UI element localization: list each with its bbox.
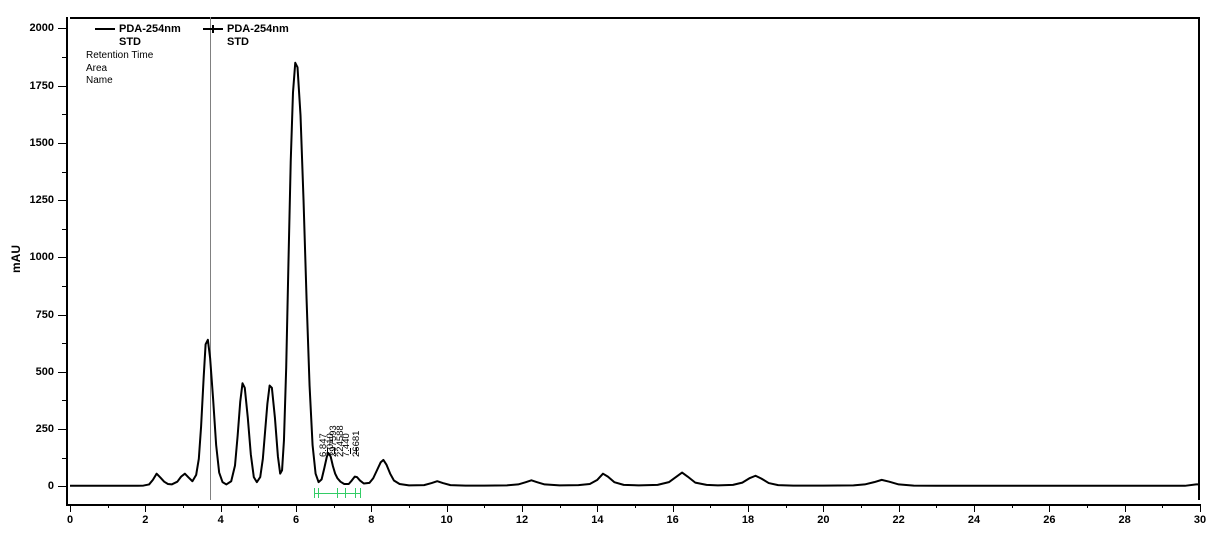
y-tick-major	[58, 429, 66, 430]
x-tick-major	[1049, 504, 1050, 512]
x-tick-minor	[710, 504, 711, 508]
y-tick-major	[58, 315, 66, 316]
x-tick-label: 14	[591, 514, 603, 526]
legend-entry-2: PDA-254nm STD	[203, 23, 289, 48]
y-tick-minor	[62, 400, 66, 401]
x-tick-major	[296, 504, 297, 512]
x-tick-major	[522, 504, 523, 512]
y-tick-minor	[62, 286, 66, 287]
y-tick-minor	[62, 343, 66, 344]
x-tick-minor	[560, 504, 561, 508]
y-tick-label: 750	[20, 309, 54, 321]
y-tick-label: 1250	[20, 194, 54, 206]
x-tick-major	[447, 504, 448, 512]
x-tick-label: 6	[293, 514, 299, 526]
x-tick-label: 20	[817, 514, 829, 526]
x-tick-minor	[108, 504, 109, 508]
y-tick-major	[58, 486, 66, 487]
x-tick-label: 26	[1043, 514, 1055, 526]
x-tick-label: 16	[667, 514, 679, 526]
y-tick-minor	[62, 114, 66, 115]
chromatogram-container: mAU PDA-254nm STD PDA-254nm STD Retentio…	[0, 0, 1217, 544]
y-tick-major	[58, 143, 66, 144]
x-tick-minor	[1162, 504, 1163, 508]
x-tick-minor	[786, 504, 787, 508]
y-tick-major	[58, 200, 66, 201]
x-tick-minor	[409, 504, 410, 508]
integration-tick	[360, 488, 361, 498]
x-tick-minor	[635, 504, 636, 508]
x-tick-label: 12	[516, 514, 528, 526]
x-tick-major	[1125, 504, 1126, 512]
x-tick-minor	[334, 504, 335, 508]
y-tick-major	[58, 86, 66, 87]
info-block: Retention Time Area Name	[86, 50, 153, 88]
x-tick-major	[974, 504, 975, 512]
y-tick-label: 1500	[20, 137, 54, 149]
integration-tick	[345, 488, 346, 498]
info-retention-time: Retention Time	[86, 50, 153, 63]
legend-label-2b: STD	[227, 36, 289, 49]
y-tick-label: 250	[20, 423, 54, 435]
x-tick-minor	[936, 504, 937, 508]
integration-tick	[355, 488, 356, 498]
x-tick-label: 8	[368, 514, 374, 526]
x-tick-major	[823, 504, 824, 512]
y-tick-major	[58, 257, 66, 258]
legend-label-2a: PDA-254nm	[227, 23, 289, 35]
y-tick-label: 1000	[20, 251, 54, 263]
x-tick-label: 18	[742, 514, 754, 526]
x-tick-major	[899, 504, 900, 512]
x-tick-label: 30	[1194, 514, 1206, 526]
legend-marker-point-icon	[203, 24, 223, 34]
x-tick-major	[748, 504, 749, 512]
legend-label-1a: PDA-254nm	[119, 23, 181, 35]
integration-tick	[314, 488, 315, 498]
integration-tick	[337, 488, 338, 498]
x-tick-label: 2	[142, 514, 148, 526]
y-tick-minor	[62, 229, 66, 230]
x-tick-major	[145, 504, 146, 512]
x-tick-minor	[1012, 504, 1013, 508]
info-area: Area	[86, 63, 153, 76]
y-tick-major	[58, 28, 66, 29]
x-tick-minor	[861, 504, 862, 508]
x-tick-label: 0	[67, 514, 73, 526]
y-tick-label: 500	[20, 366, 54, 378]
x-tick-minor	[258, 504, 259, 508]
peak-annot-tick	[356, 448, 357, 454]
y-tick-label: 2000	[20, 22, 54, 34]
chromatogram-trace	[0, 0, 1217, 544]
legend-entry-1: PDA-254nm STD	[95, 23, 181, 48]
x-tick-minor	[1087, 504, 1088, 508]
y-tick-minor	[62, 172, 66, 173]
x-tick-major	[371, 504, 372, 512]
y-tick-label: 1750	[20, 80, 54, 92]
y-tick-label: 0	[20, 480, 54, 492]
x-tick-minor	[484, 504, 485, 508]
x-tick-label: 4	[218, 514, 224, 526]
x-tick-label: 22	[893, 514, 905, 526]
info-name: Name	[86, 75, 153, 88]
legend-label-1b: STD	[119, 36, 181, 49]
x-tick-major	[673, 504, 674, 512]
x-tick-major	[1200, 504, 1201, 512]
x-tick-label: 10	[441, 514, 453, 526]
x-tick-minor	[183, 504, 184, 508]
y-tick-minor	[62, 57, 66, 58]
y-tick-major	[58, 372, 66, 373]
integration-tick	[318, 488, 319, 498]
x-tick-major	[221, 504, 222, 512]
x-tick-major	[597, 504, 598, 512]
x-tick-label: 28	[1119, 514, 1131, 526]
x-tick-major	[70, 504, 71, 512]
y-tick-minor	[62, 458, 66, 459]
x-tick-label: 24	[968, 514, 980, 526]
legend-marker-line-icon	[95, 24, 115, 34]
